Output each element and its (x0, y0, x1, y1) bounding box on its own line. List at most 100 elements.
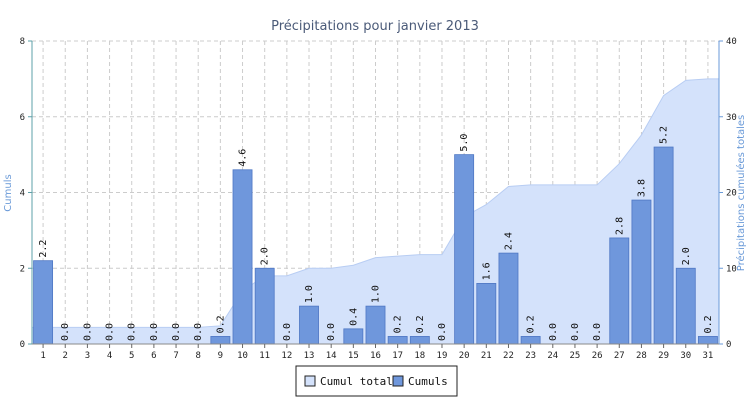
y2-axis-title: Précipitations cumulées totales (735, 115, 747, 272)
x-tick-label: 5 (129, 351, 134, 361)
x-tick-label: 4 (107, 351, 112, 361)
bar-value-label: 2.4 (503, 232, 514, 250)
x-tick-label: 3 (85, 351, 90, 361)
bar-value-label: 0.2 (215, 315, 226, 333)
bar-day-27 (609, 237, 630, 345)
bar-value-label: 0.2 (703, 315, 714, 333)
bar-value-label: 1.0 (304, 285, 315, 303)
y-axis-title: Cumuls (3, 174, 14, 211)
bar-value-label: 0.0 (592, 323, 603, 341)
y-tick-labels: 0 2 4 6 8 (20, 37, 32, 350)
bar-day-23 (520, 336, 541, 345)
bar-value-label: 2.0 (681, 247, 692, 265)
x-tick-label: 15 (348, 351, 359, 361)
bar-day-1 (33, 260, 54, 345)
bar-value-label: 0.0 (570, 323, 581, 341)
bar-value-label: 0.4 (348, 308, 359, 326)
x-tick-label: 6 (151, 351, 156, 361)
bar-value-label: 5.0 (459, 134, 470, 152)
bar-day-15 (343, 328, 364, 345)
bar-day-10 (232, 169, 253, 345)
legend-label-cumul-total: Cumul total (320, 375, 393, 388)
bar-value-label: 1.0 (371, 285, 382, 303)
bar-value-label: 2.0 (260, 247, 271, 265)
y2-tick-label: 10 (726, 264, 737, 274)
bar-value-label: 0.0 (149, 323, 160, 341)
bar-value-label: 0.0 (282, 323, 293, 341)
x-tick-label: 13 (304, 351, 315, 361)
bar-value-label: 0.2 (415, 315, 426, 333)
cumul-total-area (31, 78, 720, 345)
bar-value-label: 5.2 (659, 126, 670, 144)
bar-value-label: 2.8 (614, 217, 625, 235)
legend-swatch-cumul-total (304, 375, 316, 387)
bar-day-20 (454, 154, 475, 345)
y-tick-label: 6 (20, 113, 25, 123)
bar-value-label: 0.0 (82, 323, 93, 341)
bar-day-13 (299, 305, 319, 345)
y2-tick-label: 30 (726, 113, 737, 123)
bar-value-label: 1.6 (481, 262, 492, 280)
x-tick-label: 18 (414, 351, 425, 361)
y2-tick-label: 20 (726, 189, 737, 199)
bar-day-29 (653, 146, 674, 345)
y-tick-label: 2 (20, 264, 25, 274)
x-tick-label: 1 (40, 351, 45, 361)
x-tick-label: 30 (680, 351, 691, 361)
bar-value-label: 4.6 (238, 149, 249, 167)
bar-value-label: 0.0 (548, 323, 559, 341)
bar-value-label: 0.0 (171, 323, 182, 341)
chart-title: Précipitations pour janvier 2013 (271, 19, 479, 34)
x-tick-label: 12 (281, 351, 292, 361)
bar-day-28 (631, 199, 652, 345)
legend-label-cumuls: Cumuls (408, 375, 448, 388)
x-tick-label: 17 (392, 351, 403, 361)
x-tick-label: 10 (237, 351, 248, 361)
x-tick-label: 25 (570, 351, 581, 361)
y2-tick-label: 40 (726, 37, 737, 47)
x-tick-label: 22 (503, 351, 514, 361)
bar-value-label: 0.0 (60, 323, 71, 341)
y-tick-label: 0 (20, 340, 25, 350)
x-tick-label: 16 (370, 351, 381, 361)
bar-day-30 (675, 267, 696, 345)
x-tick-label: 21 (481, 351, 492, 361)
bar-day-9 (210, 336, 231, 345)
y2-tick-labels: 0 10 20 30 40 (719, 37, 737, 350)
x-tick-label: 31 (702, 351, 713, 361)
bar-value-label: 0.0 (127, 323, 138, 341)
x-tick-label: 28 (636, 351, 647, 361)
bars-layer: 2.2 0.0 0.0 0.0 0.0 0.0 0.0 0.0 0.2 4.6 2.0 0.0 1.0 0… (33, 126, 718, 345)
x-tick-label: 2 (63, 351, 68, 361)
bar-value-label: 0.2 (393, 315, 404, 333)
bar-value-label: 3.8 (636, 179, 647, 197)
bar-day-21 (476, 282, 497, 345)
x-tick-label: 11 (259, 351, 270, 361)
bar-day-31 (697, 336, 718, 345)
legend: Cumul total Cumuls (295, 365, 458, 397)
cumulative-area-layer (31, 78, 720, 345)
bar-day-11 (254, 267, 275, 345)
bar-day-22 (498, 252, 519, 345)
legend-box (295, 365, 458, 397)
bar-value-label: 0.0 (437, 323, 448, 341)
y-tick-label: 4 (20, 189, 25, 199)
x-tick-label: 29 (658, 351, 669, 361)
x-tick-label: 24 (547, 351, 558, 361)
bar-day-18 (409, 336, 430, 345)
bar-day-16 (365, 305, 386, 345)
x-tick-label: 27 (614, 351, 625, 361)
x-tick-labels: 1 2 3 4 5 6 7 8 9 10 11 12 13 14 15 16 17 18 19 20 21 22 23 24 2… (40, 344, 713, 361)
x-tick-label: 14 (326, 351, 337, 361)
x-tick-label: 9 (218, 351, 223, 361)
x-tick-label: 26 (592, 351, 603, 361)
bar-day-17 (387, 336, 408, 345)
x-tick-label: 23 (525, 351, 536, 361)
x-tick-label: 7 (173, 351, 178, 361)
y2-tick-label: 0 (726, 340, 731, 350)
x-tick-label: 8 (195, 351, 200, 361)
bar-value-label: 0.0 (193, 323, 204, 341)
x-tick-label: 20 (459, 351, 470, 361)
bar-value-label: 0.0 (105, 323, 116, 341)
